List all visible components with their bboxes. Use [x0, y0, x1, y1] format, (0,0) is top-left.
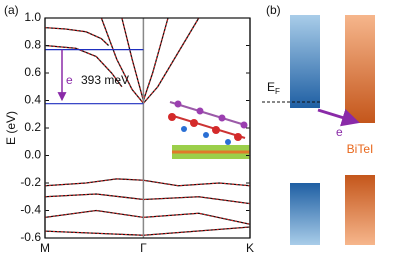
band-line [121, 17, 169, 103]
band-fit [44, 27, 109, 46]
band-line [44, 209, 251, 225]
y-tick-label: 0.0 [24, 148, 41, 162]
band-fit [44, 178, 251, 187]
y-tick-label: 1.0 [24, 10, 41, 24]
x-tick-label: K [246, 241, 254, 255]
band-line [44, 178, 251, 187]
y-tick-label: 0.4 [24, 93, 41, 107]
y-tick-label: 0.6 [24, 65, 41, 79]
fermi-label: EF [267, 80, 280, 96]
y-tick-label: -0.2 [20, 175, 41, 189]
x-tick-label: M [40, 241, 50, 255]
y-tick-label: -0.6 [20, 230, 41, 244]
electron-label: e [66, 73, 73, 87]
band-line [44, 26, 109, 46]
y-tick-label: 0.8 [24, 38, 41, 52]
y-tick-label: 0.2 [24, 120, 41, 134]
band-fit [100, 17, 200, 105]
band-block [290, 183, 320, 245]
crystal-inset [168, 100, 250, 159]
band-block [345, 15, 375, 123]
gap-label: 393 meV [81, 73, 129, 87]
panel-label: (b) [266, 3, 281, 17]
panel-label: (a) [4, 3, 19, 17]
band-line [100, 17, 200, 105]
electron-label: e [336, 125, 343, 139]
x-tick-label: Γ [140, 241, 147, 255]
band-line [44, 226, 251, 236]
material-label: BiTeI [347, 142, 374, 156]
transfer-arrow [317, 108, 360, 127]
band-line [44, 193, 251, 205]
band-fit [44, 209, 251, 225]
y-axis-label: E (eV) [4, 111, 18, 145]
band-fit [44, 226, 251, 236]
panel-b: (b) EF e BiTeI [262, 3, 375, 245]
band-fit [44, 45, 123, 88]
band-block [290, 15, 320, 108]
band-block [345, 175, 375, 245]
y-tick-label: -0.4 [20, 203, 41, 217]
band-fit [121, 17, 169, 103]
plot-frame [44, 17, 251, 239]
panel-a: (a) E (eV) -0.6 -0.4 -0.2 0.0 0.2 0.4 0.6 0.8 1.… [4, 3, 254, 255]
